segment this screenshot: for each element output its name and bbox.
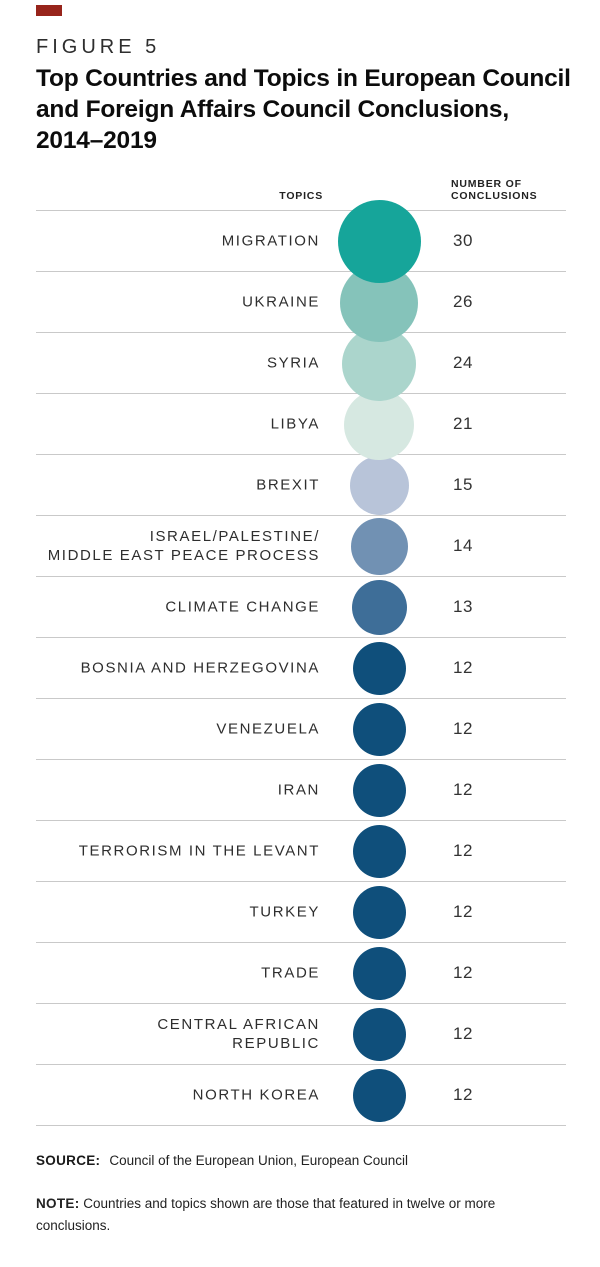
bubble <box>344 389 414 460</box>
bubble <box>352 1008 406 1061</box>
conclusions-value: 12 <box>453 902 473 921</box>
bubble <box>352 1069 406 1122</box>
note-line: NOTE: Countries and topics shown are tho… <box>36 1193 552 1236</box>
conclusions-value: 26 <box>453 292 473 311</box>
topic-label: IRAN <box>277 781 320 799</box>
note-label: NOTE: <box>36 1196 80 1211</box>
table-row: BOSNIA AND HERZEGOVINA 12 <box>36 637 566 698</box>
table-row: BREXIT 15 <box>36 454 566 515</box>
source-line: SOURCE: Council of the European Union, Eu… <box>36 1153 408 1168</box>
topic-label: NORTH KOREA <box>192 1086 320 1104</box>
conclusions-value: 21 <box>453 414 473 433</box>
topic-label: BREXIT <box>256 476 320 494</box>
conclusions-value: 12 <box>453 719 473 738</box>
table-row: TURKEY 12 <box>36 881 566 942</box>
bubble <box>352 642 406 695</box>
conclusions-value: 12 <box>453 841 473 860</box>
figure-title-line-3: 2014–2019 <box>36 127 157 154</box>
figure-title-line-2: and Foreign Affairs Council Conclusions, <box>36 96 509 123</box>
conclusions-value: 15 <box>453 475 473 494</box>
topic-label: ISRAEL/PALESTINE/ MIDDLE EAST PEACE PROC… <box>47 528 320 564</box>
topic-label: CENTRAL AFRICAN REPUBLIC <box>157 1016 320 1052</box>
table-row: MIGRATION 30 <box>36 200 566 283</box>
bubble-table-rows: MIGRATION 30 UKRAINE 26 SYRIA 24 LIBYA 2… <box>36 200 566 1126</box>
bubble <box>352 947 406 1000</box>
column-header-topics: TOPICS <box>279 190 323 202</box>
topic-label: LIBYA <box>270 415 320 433</box>
bubble <box>352 764 406 817</box>
table-row: TERRORISM IN THE LEVANT 12 <box>36 820 566 881</box>
table-row: IRAN 12 <box>36 759 566 820</box>
topic-label: TRADE <box>261 964 320 982</box>
conclusions-value: 24 <box>453 353 473 372</box>
table-row: NORTH KOREA 12 <box>36 1064 566 1125</box>
bubble <box>352 703 406 756</box>
bubble <box>349 456 409 515</box>
table-row: VENEZUELA 12 <box>36 698 566 759</box>
conclusions-value: 13 <box>453 597 473 616</box>
bubble <box>352 825 406 878</box>
table-row: CENTRAL AFRICAN REPUBLIC 12 <box>36 1003 566 1064</box>
figure-title: Top Countries and Topics in European Cou… <box>36 63 571 156</box>
topic-label: VENEZUELA <box>216 720 320 738</box>
conclusions-value: 12 <box>453 658 473 677</box>
topic-label: SYRIA <box>266 354 320 372</box>
figure-title-line-1: Top Countries and Topics in European Cou… <box>36 65 571 92</box>
table-row: UKRAINE 26 <box>36 263 566 342</box>
conclusions-value: 12 <box>453 1085 473 1104</box>
conclusions-value: 12 <box>453 963 473 982</box>
column-header-number-of-conclusions: NUMBER OF CONCLUSIONS <box>451 178 538 202</box>
conclusions-value: 30 <box>453 231 473 250</box>
source-label: SOURCE: <box>36 1153 101 1168</box>
bubble <box>351 580 407 635</box>
table-row: TRADE 12 <box>36 942 566 1003</box>
brand-red-bar <box>36 5 62 16</box>
conclusions-value: 14 <box>453 536 473 555</box>
table-row: CLIMATE CHANGE 13 <box>36 576 566 637</box>
source-text: Council of the European Union, European … <box>109 1153 409 1168</box>
bubble <box>350 518 408 575</box>
topic-label: TURKEY <box>249 903 320 921</box>
table-row: LIBYA 21 <box>36 389 566 460</box>
table-row: ISRAEL/PALESTINE/ MIDDLE EAST PEACE PROC… <box>36 515 566 576</box>
bubble <box>337 200 421 283</box>
conclusions-value: 12 <box>453 780 473 799</box>
topic-label: CLIMATE CHANGE <box>165 598 320 616</box>
topic-label: BOSNIA AND HERZEGOVINA <box>80 659 320 677</box>
table-row: SYRIA 24 <box>36 326 566 401</box>
topic-label: UKRAINE <box>242 293 320 311</box>
topic-label: TERRORISM IN THE LEVANT <box>78 842 320 860</box>
note-text: Countries and topics shown are those tha… <box>36 1196 496 1233</box>
topic-label: MIGRATION <box>221 232 320 250</box>
conclusions-value: 12 <box>453 1024 473 1043</box>
bubble <box>352 886 406 939</box>
figure-number-label: FIGURE 5 <box>36 36 161 58</box>
